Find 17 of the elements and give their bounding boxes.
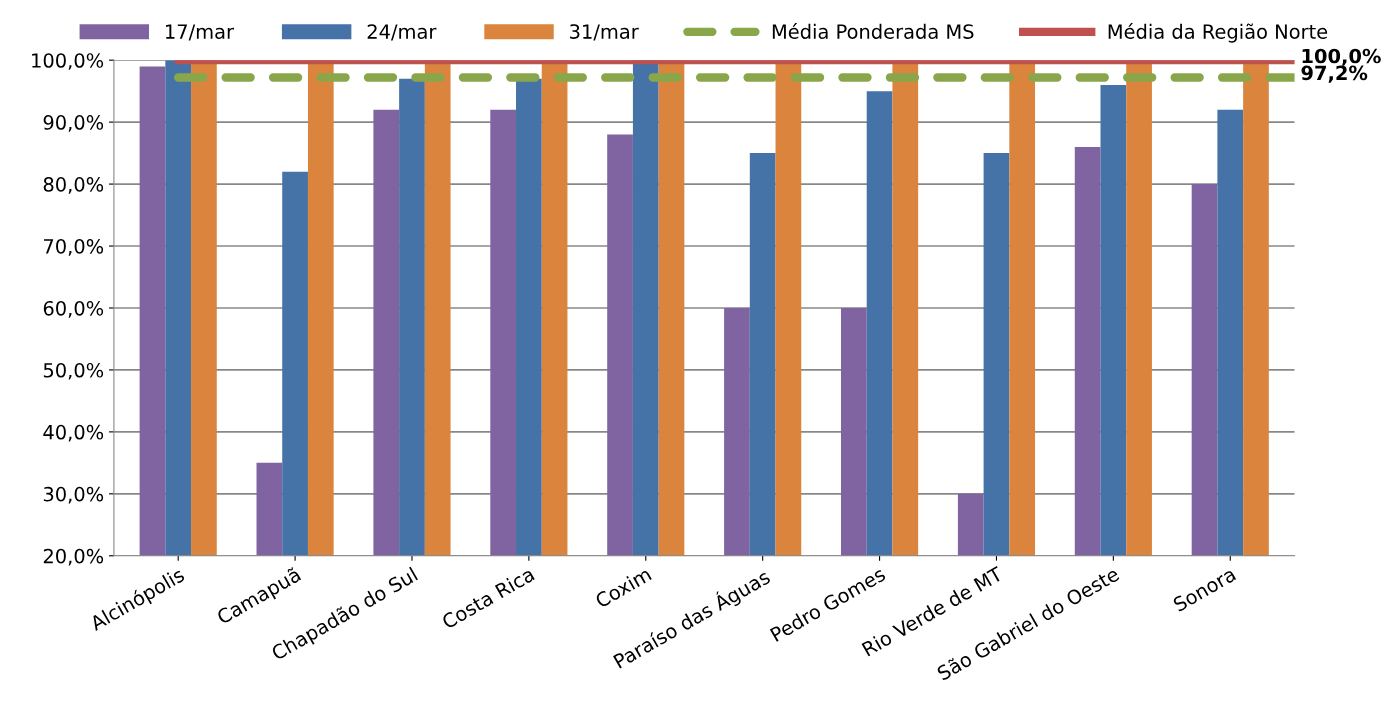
- x-tick-label: Costa Rica: [440, 566, 535, 630]
- legend-label: 17/mar: [166, 24, 235, 41]
- legend-label: 24/mar: [367, 24, 437, 41]
- legend-label: Média da Região Norte: [1108, 23, 1328, 43]
- y-tick-label: 60,0%: [43, 300, 104, 318]
- legend-label: Média Ponderada MS: [772, 23, 974, 39]
- y-tick-label: 20,0%: [43, 548, 104, 566]
- legend-label: 31/mar: [570, 24, 639, 41]
- y-tick-label: 90,0%: [43, 115, 104, 132]
- y-tick-label: 100,0%: [32, 53, 104, 70]
- y-tick-label: 40,0%: [43, 424, 104, 442]
- y-tick-label: 80,0%: [43, 177, 104, 194]
- text: 100,0%: [1302, 48, 1381, 66]
- y-tick-label: 30,0%: [43, 486, 104, 504]
- y-tick-label: 70,0%: [44, 238, 104, 256]
- y-tick-label: 50,0%: [43, 362, 104, 380]
- text: 97,2%: [1301, 65, 1368, 83]
